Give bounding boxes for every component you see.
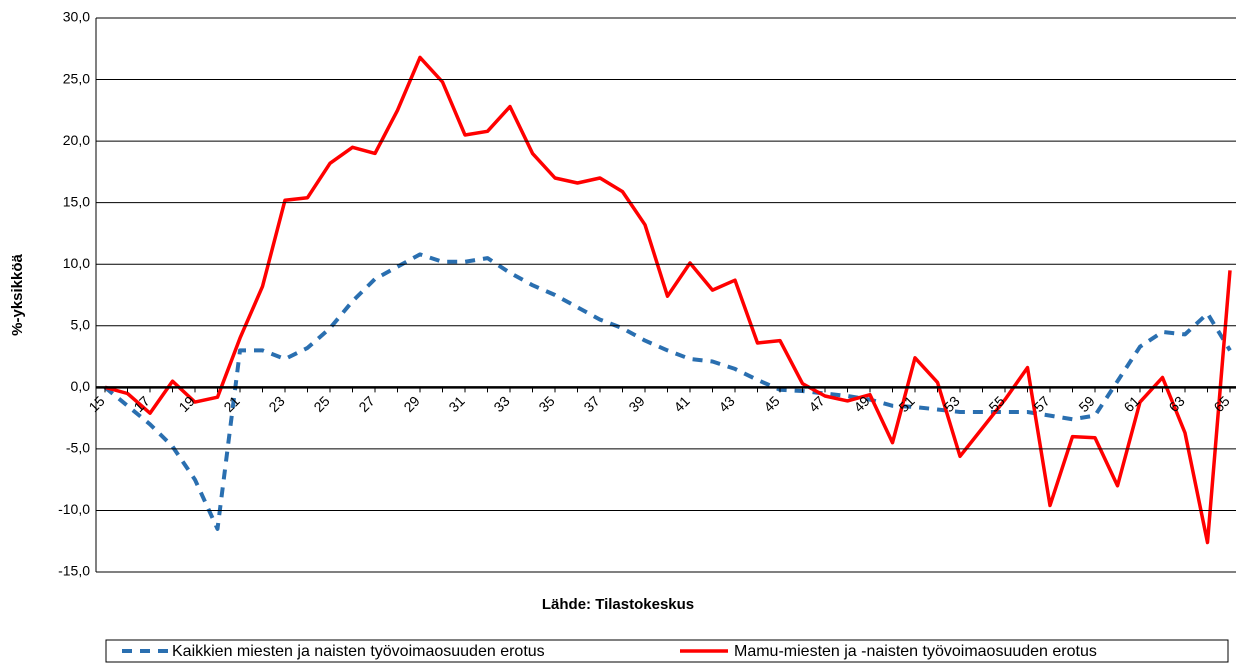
x-tick-label: 59	[1075, 393, 1097, 415]
legend-label: Mamu-miesten ja -naisten työvoimaosuuden…	[734, 643, 1097, 660]
x-tick-label: 39	[625, 393, 647, 415]
x-tick-label: 51	[895, 393, 917, 415]
x-tick-label: 33	[490, 393, 512, 415]
x-tick-label: 19	[175, 393, 197, 415]
y-tick-label: 20,0	[63, 132, 90, 148]
x-tick-label: 29	[400, 393, 422, 415]
x-tick-label: 41	[670, 393, 692, 415]
y-axis-title: %-yksikköä	[9, 253, 26, 335]
y-tick-label: -10,0	[58, 501, 90, 517]
series-line	[104, 55, 1232, 545]
legend-box	[105, 639, 1229, 663]
x-tick-label: 43	[715, 393, 737, 415]
y-tick-label: 25,0	[63, 70, 90, 86]
x-tick-label: 15	[85, 393, 107, 415]
x-tick-label: 31	[445, 393, 467, 415]
x-tick-label: 45	[760, 393, 782, 415]
x-tick-label: 55	[985, 393, 1007, 415]
y-tick-label: 5,0	[71, 316, 91, 332]
y-tick-label: -5,0	[66, 440, 90, 456]
x-tick-label: 23	[265, 393, 287, 415]
y-tick-label: -15,0	[58, 563, 90, 579]
legend-label: Kaikkien miesten ja naisten työvoimaosuu…	[172, 643, 545, 660]
x-tick-label: 61	[1120, 393, 1142, 415]
y-tick-label: 0,0	[71, 378, 91, 394]
x-tick-label: 65	[1210, 393, 1232, 415]
y-tick-label: 15,0	[63, 193, 90, 209]
x-tick-label: 25	[310, 393, 332, 415]
y-tick-label: 30,0	[63, 9, 90, 25]
x-tick-label: 37	[580, 393, 602, 415]
x-tick-label: 27	[355, 393, 377, 415]
plot	[103, 55, 1232, 545]
series-line	[103, 252, 1232, 531]
x-axis-title: Lähde: Tilastokeskus	[542, 596, 694, 613]
y-tick-label: 10,0	[63, 255, 90, 271]
x-tick-label: 35	[535, 393, 557, 415]
x-tick-label: 21	[220, 393, 242, 415]
